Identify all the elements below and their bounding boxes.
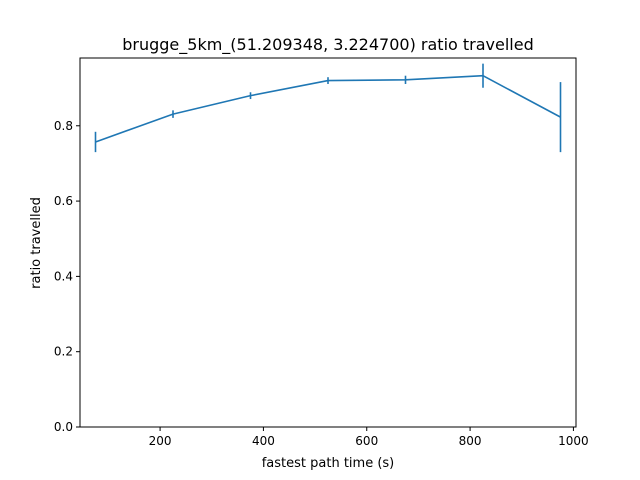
plot-frame [79,57,577,428]
x-tick-label: 600 [355,434,378,448]
y-tick-label: 0.4 [54,269,73,283]
x-tick-label: 200 [149,434,172,448]
x-tick-label: 400 [252,434,275,448]
chart-title: brugge_5km_(51.209348, 3.224700) ratio t… [122,35,534,55]
y-tick-label: 0.6 [54,194,73,208]
plot-layer [94,63,562,153]
x-axis-label: fastest path time (s) [262,456,395,471]
y-tick-label: 0.2 [54,345,73,359]
axes-layer: 200 400 600 800 1000 0.0 0.2 0.4 0.6 0.8 [54,57,589,448]
x-tick-label: 800 [459,434,482,448]
y-axis-label: ratio travelled [29,197,44,289]
y-tick-label: 0.8 [54,119,73,133]
x-tick-label: 1000 [558,434,589,448]
y-tick-label: 0.0 [54,420,73,434]
